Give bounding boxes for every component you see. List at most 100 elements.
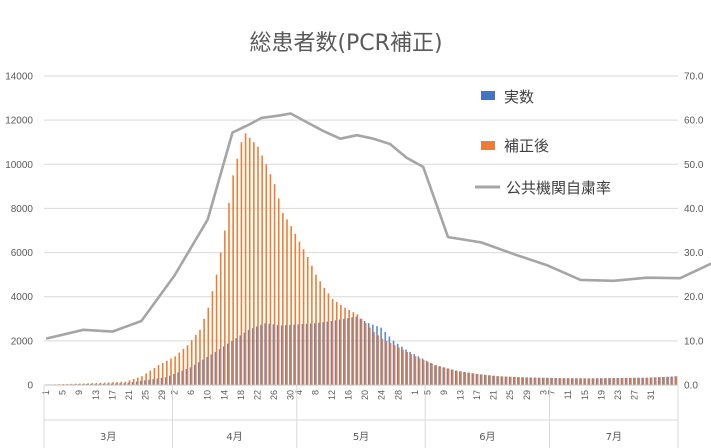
bar-real <box>670 376 672 385</box>
bar-real <box>388 336 391 385</box>
bar-real <box>285 325 287 385</box>
y-left-tick-label: 2000 <box>11 336 34 347</box>
bar-real <box>185 368 188 385</box>
y-left-tick-label: 4000 <box>11 292 34 303</box>
bar-corrected <box>601 378 603 385</box>
bar-corrected <box>675 376 678 385</box>
bar-real <box>562 378 565 385</box>
legend: 実数 補正後 公共機関自粛率 <box>475 88 611 197</box>
bar-corrected <box>149 370 152 385</box>
bar-real <box>376 326 378 385</box>
bar-real <box>102 383 105 385</box>
x-day-tick-label: 21 <box>124 390 134 400</box>
bar-corrected <box>99 382 102 385</box>
x-day-tick-label: 7 <box>547 390 557 395</box>
bar-corrected <box>514 376 516 385</box>
bar-corrected <box>580 378 583 385</box>
bar-corrected <box>385 340 388 385</box>
bar-real <box>90 383 92 385</box>
bar-corrected <box>626 377 628 385</box>
bar-corrected <box>547 377 549 385</box>
bar-real <box>193 364 196 385</box>
bar-real <box>475 373 478 385</box>
bar-corrected <box>319 281 321 385</box>
bar-real <box>343 318 345 385</box>
x-day-tick-label: 13 <box>455 390 465 400</box>
bar-real <box>575 378 577 385</box>
bar-real <box>123 383 125 385</box>
legend-label-rate: 公共機関自粛率 <box>506 179 611 197</box>
bar-corrected <box>224 230 226 385</box>
x-month-label: 7月 <box>606 431 622 443</box>
bar-corrected <box>116 382 118 385</box>
bar-corrected <box>120 381 123 385</box>
bar-corrected <box>244 133 247 385</box>
bar-real <box>463 371 465 385</box>
bar-corrected <box>253 142 255 385</box>
y-right-tick-label: 70.0 <box>684 72 704 83</box>
bar-real <box>583 378 585 385</box>
bar-corrected <box>443 367 446 385</box>
bar-real <box>210 354 213 385</box>
bar-corrected <box>398 347 400 385</box>
bar-corrected <box>522 377 524 385</box>
x-day-tick-label: 5 <box>58 390 68 395</box>
bar-corrected <box>95 382 98 385</box>
bar-corrected <box>650 377 653 385</box>
x-day-tick-label: 20 <box>360 390 370 400</box>
bar-real <box>367 323 370 385</box>
bar-corrected <box>145 373 147 385</box>
x-day-tick-label: 31 <box>646 390 656 400</box>
axes: 0 0.0 2000 10.0 4000 20.0 6000 30.0 8000 40.0 1000… <box>5 72 704 448</box>
bar-corrected <box>646 377 649 385</box>
y-left-tick-label: 12000 <box>5 116 33 127</box>
bar-real <box>479 374 482 385</box>
bar-corrected <box>559 378 562 385</box>
bar-real <box>512 376 515 385</box>
bar-real <box>537 377 540 385</box>
x-day-tick-label: 6 <box>186 390 196 395</box>
bar-corrected <box>617 377 620 385</box>
bar-real <box>525 377 527 385</box>
bar-real <box>454 370 457 385</box>
bar-corrected <box>178 352 181 385</box>
bar-real <box>227 343 229 385</box>
bar-real <box>214 351 217 385</box>
bar-real <box>198 362 200 385</box>
bar-corrected <box>642 377 645 385</box>
bar-real <box>372 324 374 385</box>
bar-corrected <box>447 368 450 385</box>
bar-real <box>608 378 610 385</box>
bar-real <box>604 378 606 385</box>
x-day-tick-label: 15 <box>580 390 590 400</box>
bar-real <box>533 377 536 385</box>
bar-corrected <box>190 340 193 385</box>
bar-real <box>558 378 561 385</box>
x-day-tick-label: 24 <box>377 390 387 400</box>
y-right-tick-label: 40.0 <box>684 204 704 215</box>
bar-real <box>550 377 552 385</box>
bar-real <box>243 332 246 385</box>
bar-real <box>280 325 283 385</box>
bar-corrected <box>294 233 297 385</box>
bar-real <box>587 378 590 385</box>
bar-real <box>168 375 171 385</box>
x-day-tick-label: 23 <box>613 390 623 400</box>
bar-corrected <box>327 293 330 385</box>
bar-corrected <box>563 378 566 385</box>
bar-real <box>235 338 237 385</box>
x-day-tick-label: 18 <box>236 390 246 400</box>
bar-real <box>206 357 208 385</box>
bar-corrected <box>422 360 425 385</box>
bar-real <box>260 324 262 385</box>
bar-corrected <box>373 332 375 385</box>
bar-real <box>139 380 142 385</box>
bar-real <box>595 378 598 385</box>
bar-real <box>570 378 573 385</box>
y-left-tick-label: 14000 <box>5 72 33 83</box>
bar-real <box>645 377 648 385</box>
bar-real <box>322 322 324 385</box>
bar-real <box>309 323 312 385</box>
